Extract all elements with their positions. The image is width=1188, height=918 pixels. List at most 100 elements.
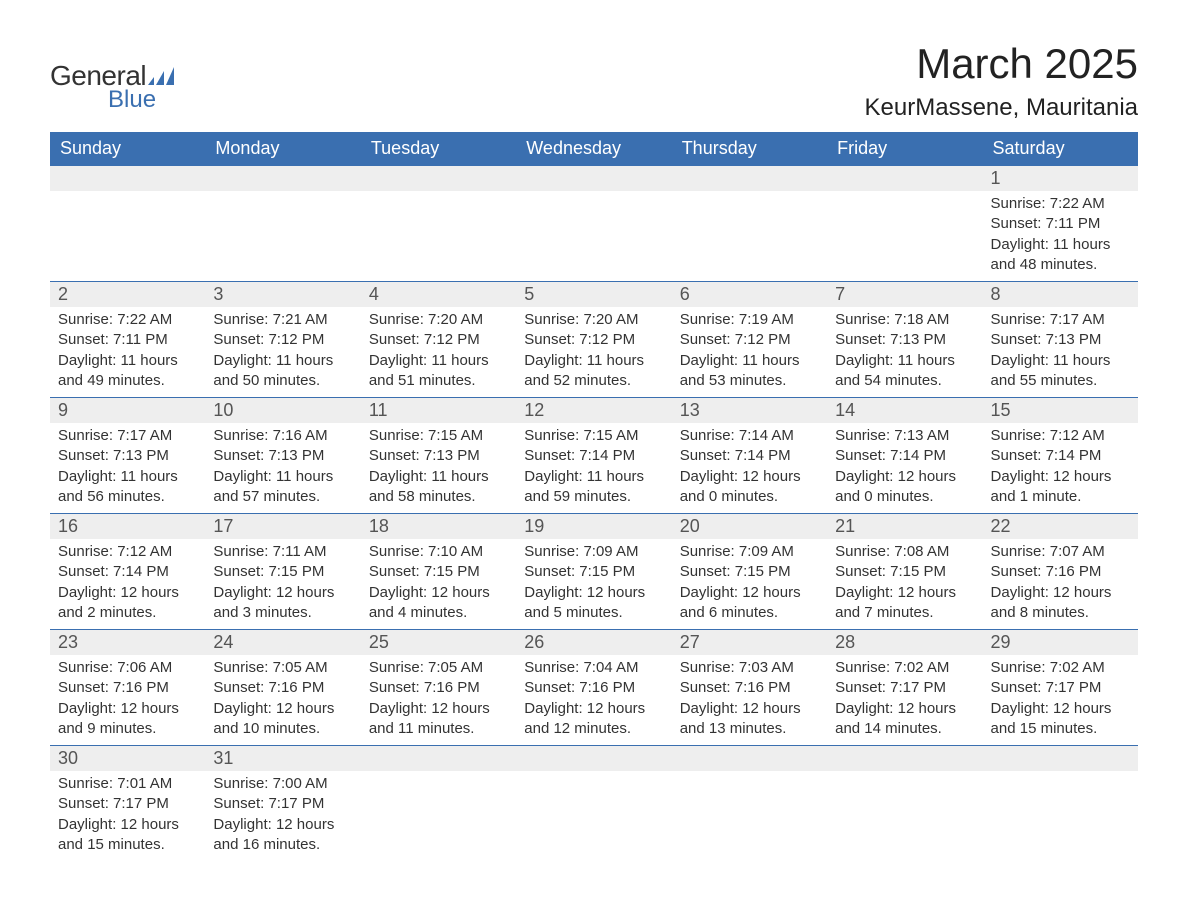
day-data-text: Sunrise: 7:14 AMSunset: 7:14 PMDaylight:… (680, 426, 819, 507)
sunset-text: Sunset: 7:12 PM (680, 330, 819, 350)
sunset-text: Sunset: 7:13 PM (369, 446, 508, 466)
sunrise-text: Sunrise: 7:16 AM (213, 426, 352, 446)
day-data-cell: Sunrise: 7:20 AMSunset: 7:12 PMDaylight:… (361, 307, 516, 398)
sunrise-text: Sunrise: 7:22 AM (58, 310, 197, 330)
day-data-text: Sunrise: 7:18 AMSunset: 7:13 PMDaylight:… (835, 310, 974, 391)
day-data-cell (827, 771, 982, 861)
day-data-text: Sunrise: 7:02 AMSunset: 7:17 PMDaylight:… (991, 658, 1130, 739)
day-data-cell: Sunrise: 7:10 AMSunset: 7:15 PMDaylight:… (361, 539, 516, 630)
sunrise-text: Sunrise: 7:04 AM (524, 658, 663, 678)
day-data-text: Sunrise: 7:05 AMSunset: 7:16 PMDaylight:… (213, 658, 352, 739)
daylight-text: Daylight: 12 hours and 2 minutes. (58, 583, 197, 624)
day-number-cell: 11 (361, 398, 516, 424)
sunrise-text: Sunrise: 7:07 AM (991, 542, 1130, 562)
day-number-cell: 30 (50, 746, 205, 772)
day-data-cell (361, 771, 516, 861)
day-number-row: 1 (50, 166, 1138, 192)
sunrise-text: Sunrise: 7:12 AM (991, 426, 1130, 446)
sunset-text: Sunset: 7:15 PM (680, 562, 819, 582)
day-data-text: Sunrise: 7:07 AMSunset: 7:16 PMDaylight:… (991, 542, 1130, 623)
day-data-cell: Sunrise: 7:14 AMSunset: 7:14 PMDaylight:… (672, 423, 827, 514)
month-title: March 2025 (865, 40, 1138, 88)
day-data-text: Sunrise: 7:19 AMSunset: 7:12 PMDaylight:… (680, 310, 819, 391)
sunset-text: Sunset: 7:13 PM (213, 446, 352, 466)
day-number-cell: 1 (983, 166, 1138, 192)
day-data-text: Sunrise: 7:13 AMSunset: 7:14 PMDaylight:… (835, 426, 974, 507)
day-data-cell: Sunrise: 7:02 AMSunset: 7:17 PMDaylight:… (827, 655, 982, 746)
location-subtitle: KeurMassene, Mauritania (865, 94, 1138, 122)
daylight-text: Daylight: 12 hours and 7 minutes. (835, 583, 974, 624)
sunrise-text: Sunrise: 7:03 AM (680, 658, 819, 678)
day-data-text: Sunrise: 7:03 AMSunset: 7:16 PMDaylight:… (680, 658, 819, 739)
day-data-cell: Sunrise: 7:09 AMSunset: 7:15 PMDaylight:… (672, 539, 827, 630)
day-number-cell: 18 (361, 514, 516, 540)
sunrise-text: Sunrise: 7:19 AM (680, 310, 819, 330)
sunset-text: Sunset: 7:16 PM (213, 678, 352, 698)
day-data-cell: Sunrise: 7:17 AMSunset: 7:13 PMDaylight:… (983, 307, 1138, 398)
day-number-cell: 3 (205, 282, 360, 308)
day-number-cell: 16 (50, 514, 205, 540)
sunrise-text: Sunrise: 7:00 AM (213, 774, 352, 794)
sunrise-text: Sunrise: 7:12 AM (58, 542, 197, 562)
daylight-text: Daylight: 12 hours and 9 minutes. (58, 699, 197, 740)
sunrise-text: Sunrise: 7:13 AM (835, 426, 974, 446)
daylight-text: Daylight: 11 hours and 54 minutes. (835, 351, 974, 392)
daylight-text: Daylight: 11 hours and 52 minutes. (524, 351, 663, 392)
sunset-text: Sunset: 7:11 PM (991, 214, 1130, 234)
daylight-text: Daylight: 11 hours and 59 minutes. (524, 467, 663, 508)
day-data-text: Sunrise: 7:21 AMSunset: 7:12 PMDaylight:… (213, 310, 352, 391)
day-number-cell: 2 (50, 282, 205, 308)
day-number-cell: 15 (983, 398, 1138, 424)
daylight-text: Daylight: 12 hours and 14 minutes. (835, 699, 974, 740)
day-number-row: 16171819202122 (50, 514, 1138, 540)
daylight-text: Daylight: 12 hours and 12 minutes. (524, 699, 663, 740)
daylight-text: Daylight: 11 hours and 55 minutes. (991, 351, 1130, 392)
day-number-cell: 10 (205, 398, 360, 424)
day-data-text: Sunrise: 7:12 AMSunset: 7:14 PMDaylight:… (991, 426, 1130, 507)
day-number-cell: 9 (50, 398, 205, 424)
day-number-cell: 12 (516, 398, 671, 424)
day-number-cell (827, 746, 982, 772)
title-block: March 2025 KeurMassene, Mauritania (865, 40, 1138, 122)
day-data-cell: Sunrise: 7:22 AMSunset: 7:11 PMDaylight:… (983, 191, 1138, 282)
day-data-text: Sunrise: 7:22 AMSunset: 7:11 PMDaylight:… (58, 310, 197, 391)
day-number-row: 9101112131415 (50, 398, 1138, 424)
sunrise-text: Sunrise: 7:05 AM (213, 658, 352, 678)
day-number-cell: 23 (50, 630, 205, 656)
day-data-cell: Sunrise: 7:15 AMSunset: 7:14 PMDaylight:… (516, 423, 671, 514)
day-data-text: Sunrise: 7:08 AMSunset: 7:15 PMDaylight:… (835, 542, 974, 623)
sunset-text: Sunset: 7:16 PM (991, 562, 1130, 582)
day-number-cell: 19 (516, 514, 671, 540)
daylight-text: Daylight: 12 hours and 1 minute. (991, 467, 1130, 508)
sunrise-text: Sunrise: 7:11 AM (213, 542, 352, 562)
day-data-cell: Sunrise: 7:21 AMSunset: 7:12 PMDaylight:… (205, 307, 360, 398)
day-number-cell (516, 166, 671, 192)
sunrise-text: Sunrise: 7:18 AM (835, 310, 974, 330)
day-data-text: Sunrise: 7:11 AMSunset: 7:15 PMDaylight:… (213, 542, 352, 623)
day-number-row: 3031 (50, 746, 1138, 772)
daylight-text: Daylight: 12 hours and 10 minutes. (213, 699, 352, 740)
logo-text-blue: Blue (108, 86, 156, 114)
sunrise-text: Sunrise: 7:17 AM (58, 426, 197, 446)
sunrise-text: Sunrise: 7:08 AM (835, 542, 974, 562)
day-data-cell: Sunrise: 7:12 AMSunset: 7:14 PMDaylight:… (983, 423, 1138, 514)
day-data-row: Sunrise: 7:06 AMSunset: 7:16 PMDaylight:… (50, 655, 1138, 746)
day-data-cell: Sunrise: 7:06 AMSunset: 7:16 PMDaylight:… (50, 655, 205, 746)
sunset-text: Sunset: 7:13 PM (58, 446, 197, 466)
daylight-text: Daylight: 12 hours and 16 minutes. (213, 815, 352, 856)
daylight-text: Daylight: 12 hours and 15 minutes. (58, 815, 197, 856)
weekday-header: Sunday (50, 132, 205, 166)
day-data-row: Sunrise: 7:22 AMSunset: 7:11 PMDaylight:… (50, 191, 1138, 282)
sunset-text: Sunset: 7:13 PM (835, 330, 974, 350)
day-data-text: Sunrise: 7:15 AMSunset: 7:13 PMDaylight:… (369, 426, 508, 507)
daylight-text: Daylight: 11 hours and 49 minutes. (58, 351, 197, 392)
day-data-cell: Sunrise: 7:15 AMSunset: 7:13 PMDaylight:… (361, 423, 516, 514)
daylight-text: Daylight: 11 hours and 50 minutes. (213, 351, 352, 392)
daylight-text: Daylight: 12 hours and 5 minutes. (524, 583, 663, 624)
day-data-text: Sunrise: 7:05 AMSunset: 7:16 PMDaylight:… (369, 658, 508, 739)
day-data-text: Sunrise: 7:09 AMSunset: 7:15 PMDaylight:… (524, 542, 663, 623)
weekday-header: Saturday (983, 132, 1138, 166)
day-number-cell (516, 746, 671, 772)
day-data-text: Sunrise: 7:15 AMSunset: 7:14 PMDaylight:… (524, 426, 663, 507)
sunrise-text: Sunrise: 7:15 AM (524, 426, 663, 446)
